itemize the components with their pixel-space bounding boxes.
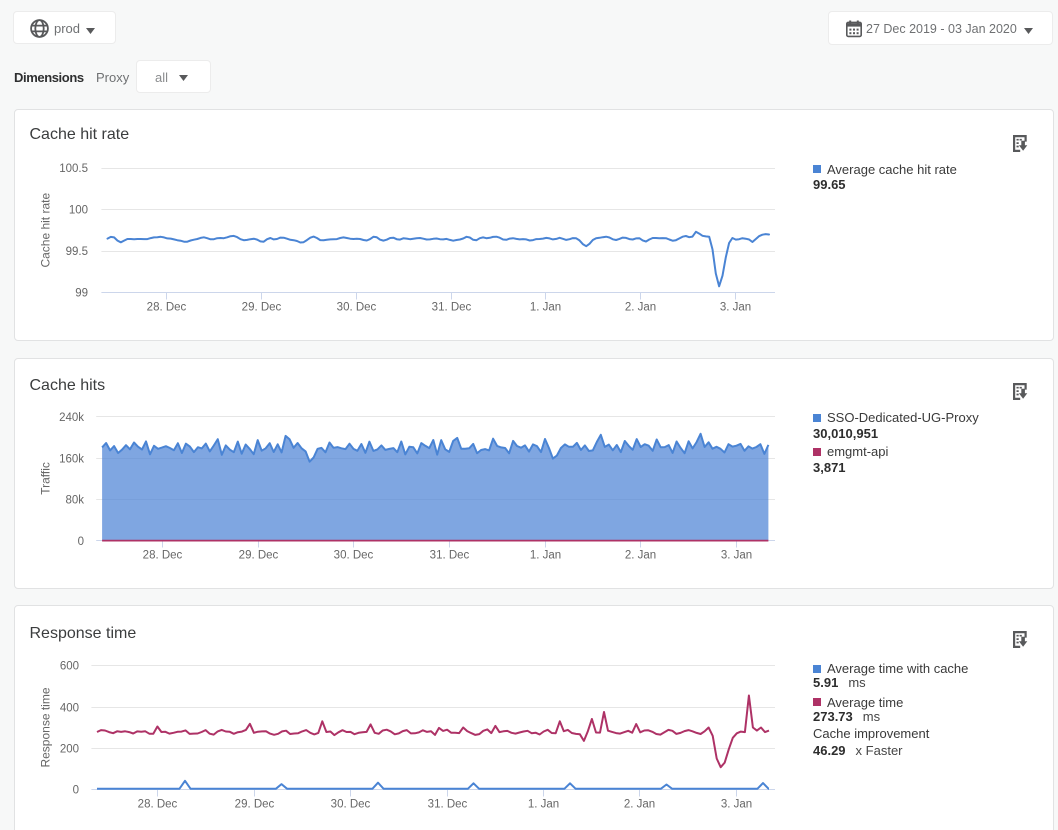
svg-text:31. Dec: 31. Dec <box>428 799 468 811</box>
svg-text:1. Jan: 1. Jan <box>528 799 559 811</box>
svg-text:Traffic: Traffic <box>39 462 53 495</box>
svg-text:0: 0 <box>78 536 84 548</box>
svg-text:3. Jan: 3. Jan <box>720 302 751 314</box>
svg-text:Cache hit rate: Cache hit rate <box>39 193 53 268</box>
svg-text:160k: 160k <box>59 453 84 465</box>
svg-text:200: 200 <box>60 744 79 756</box>
svg-text:99: 99 <box>75 288 88 300</box>
svg-text:3. Jan: 3. Jan <box>721 550 752 562</box>
svg-text:100: 100 <box>69 205 88 217</box>
svg-text:3. Jan: 3. Jan <box>721 799 752 811</box>
svg-text:29. Dec: 29. Dec <box>235 799 275 811</box>
svg-text:99.5: 99.5 <box>66 246 88 258</box>
svg-text:1. Jan: 1. Jan <box>530 302 561 314</box>
svg-text:240k: 240k <box>59 412 84 424</box>
svg-text:31. Dec: 31. Dec <box>430 550 470 562</box>
svg-text:28. Dec: 28. Dec <box>138 799 178 811</box>
svg-text:80k: 80k <box>65 495 84 507</box>
svg-text:Response time: Response time <box>39 687 53 767</box>
svg-text:400: 400 <box>60 703 79 715</box>
svg-text:1. Jan: 1. Jan <box>530 550 561 562</box>
svg-text:28. Dec: 28. Dec <box>147 302 187 314</box>
svg-text:100.5: 100.5 <box>59 163 88 175</box>
svg-text:31. Dec: 31. Dec <box>432 302 472 314</box>
svg-text:600: 600 <box>60 661 79 673</box>
svg-text:29. Dec: 29. Dec <box>242 302 282 314</box>
svg-text:29. Dec: 29. Dec <box>239 550 279 562</box>
svg-text:30. Dec: 30. Dec <box>337 302 377 314</box>
svg-text:2. Jan: 2. Jan <box>625 550 656 562</box>
svg-text:28. Dec: 28. Dec <box>143 550 183 562</box>
svg-text:2. Jan: 2. Jan <box>624 799 655 811</box>
svg-text:30. Dec: 30. Dec <box>334 550 374 562</box>
svg-text:30. Dec: 30. Dec <box>331 799 371 811</box>
svg-text:0: 0 <box>73 785 79 797</box>
svg-text:2. Jan: 2. Jan <box>625 302 656 314</box>
